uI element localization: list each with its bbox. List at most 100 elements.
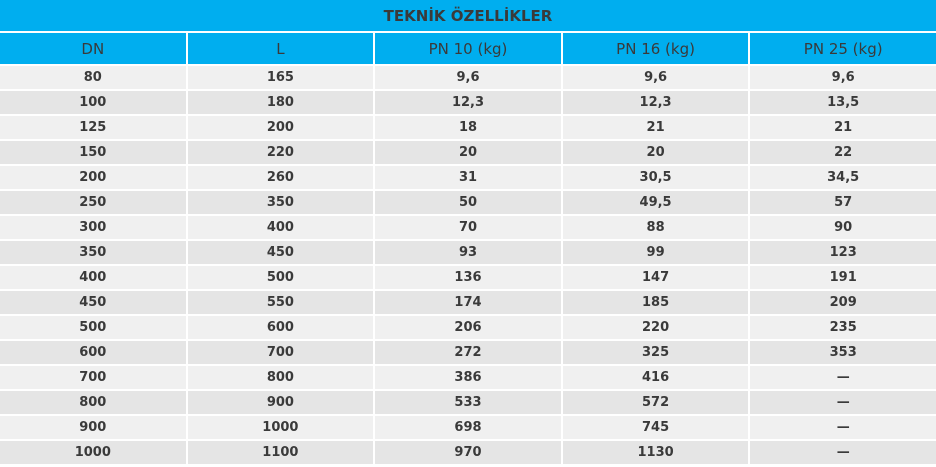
table-cell: 90 [750,216,936,239]
table-cell: 235 [750,316,936,339]
table-cell: 200 [187,116,374,139]
table-row: 100 180 12,3 12,3 13,5 [0,91,936,114]
table-cell: 386 [375,366,561,389]
table-cell: 300 [0,216,186,239]
table-cell: 125 [0,116,186,139]
table-cell: 206 [375,316,561,339]
table-row: 150 220 20 20 22 [0,141,936,164]
table-cell: 900 [187,391,374,414]
table-cell: 700 [187,341,374,364]
table-cell: 1000 [187,416,374,439]
table-cell: 450 [187,241,374,264]
table-cell: 20 [562,141,749,164]
table-cell: 1130 [562,441,749,464]
table-cell: 220 [187,141,374,164]
table-cell: 260 [187,166,374,189]
table-cell: 700 [0,366,186,389]
table-cell: 70 [375,216,561,239]
column-header: PN 10 (kg) [375,33,561,64]
table-cell: — [750,416,936,439]
table-cell: — [750,366,936,389]
table-cell: 12,3 [562,91,749,114]
column-header: PN 16 (kg) [562,33,749,64]
table-cell: 93 [375,241,561,264]
table-cell: 900 [0,416,186,439]
table-cell: 191 [750,266,936,289]
table-cell: 20 [375,141,561,164]
table-row: 200 260 31 30,5 34,5 [0,166,936,189]
table-cell: 185 [562,291,749,314]
table-cell: 22 [750,141,936,164]
table-cell: 9,6 [375,66,561,89]
table-cell: 1100 [187,441,374,464]
table-cell: 1000 [0,441,186,464]
table-cell: 350 [187,191,374,214]
table-cell: 13,5 [750,91,936,114]
table-cell: — [750,391,936,414]
table-cell: 400 [0,266,186,289]
table-cell: 21 [562,116,749,139]
table-cell: — [750,441,936,464]
table-cell: 99 [562,241,749,264]
table-cell: 174 [375,291,561,314]
table-cell: 9,6 [562,66,749,89]
table-cell: 325 [562,341,749,364]
table-cell: 150 [0,141,186,164]
table-row: 400 500 136 147 191 [0,266,936,289]
table-cell: 30,5 [562,166,749,189]
table-row: 900 1000 698 745— [0,416,936,439]
table-cell: 450 [0,291,186,314]
table-cell: 970 [375,441,561,464]
table-row: 125 200 18 21 21 [0,116,936,139]
table-cell: 100 [0,91,186,114]
table-cell: 21 [750,116,936,139]
table-cell: 31 [375,166,561,189]
table-cell: 533 [375,391,561,414]
table-cell: 500 [0,316,186,339]
table-cell: 136 [375,266,561,289]
table-cell: 123 [750,241,936,264]
table-cell: 600 [187,316,374,339]
table-cell: 200 [0,166,186,189]
table-row: 300 400 70 88 90 [0,216,936,239]
table-row: 700 800 386 416— [0,366,936,389]
table-cell: 147 [562,266,749,289]
header-row: DN L PN 10 (kg) PN 16 (kg) PN 25 (kg) [0,33,936,64]
table-cell: 572 [562,391,749,414]
table-row: 1000 1100 970 1130— [0,441,936,464]
table-cell: 12,3 [375,91,561,114]
table-cell: 250 [0,191,186,214]
table-cell: 50 [375,191,561,214]
table-cell: 34,5 [750,166,936,189]
table-cell: 9,6 [750,66,936,89]
column-header: DN [0,33,186,64]
table-title: TEKNİK ÖZELLİKLER [0,0,936,31]
table-cell: 350 [0,241,186,264]
table-cell: 550 [187,291,374,314]
table-row: 450 550 174 185 209 [0,291,936,314]
table-row: 250 350 50 49,5 57 [0,191,936,214]
table-cell: 49,5 [562,191,749,214]
table-row: 800 900 533 572— [0,391,936,414]
table-cell: 416 [562,366,749,389]
table-cell: 600 [0,341,186,364]
table-cell: 800 [0,391,186,414]
table-cell: 698 [375,416,561,439]
table-cell: 57 [750,191,936,214]
table-cell: 165 [187,66,374,89]
table-cell: 500 [187,266,374,289]
table-cell: 353 [750,341,936,364]
table-row: 500 600 206 220 235 [0,316,936,339]
table-cell: 180 [187,91,374,114]
table-cell: 800 [187,366,374,389]
table-row: 350 450 93 99 123 [0,241,936,264]
table-cell: 400 [187,216,374,239]
table-cell: 745 [562,416,749,439]
table-cell: 209 [750,291,936,314]
table-cell: 272 [375,341,561,364]
table-cell: 18 [375,116,561,139]
table-row: 600 700 272 325 353 [0,341,936,364]
table-cell: 220 [562,316,749,339]
column-header: PN 25 (kg) [750,33,936,64]
